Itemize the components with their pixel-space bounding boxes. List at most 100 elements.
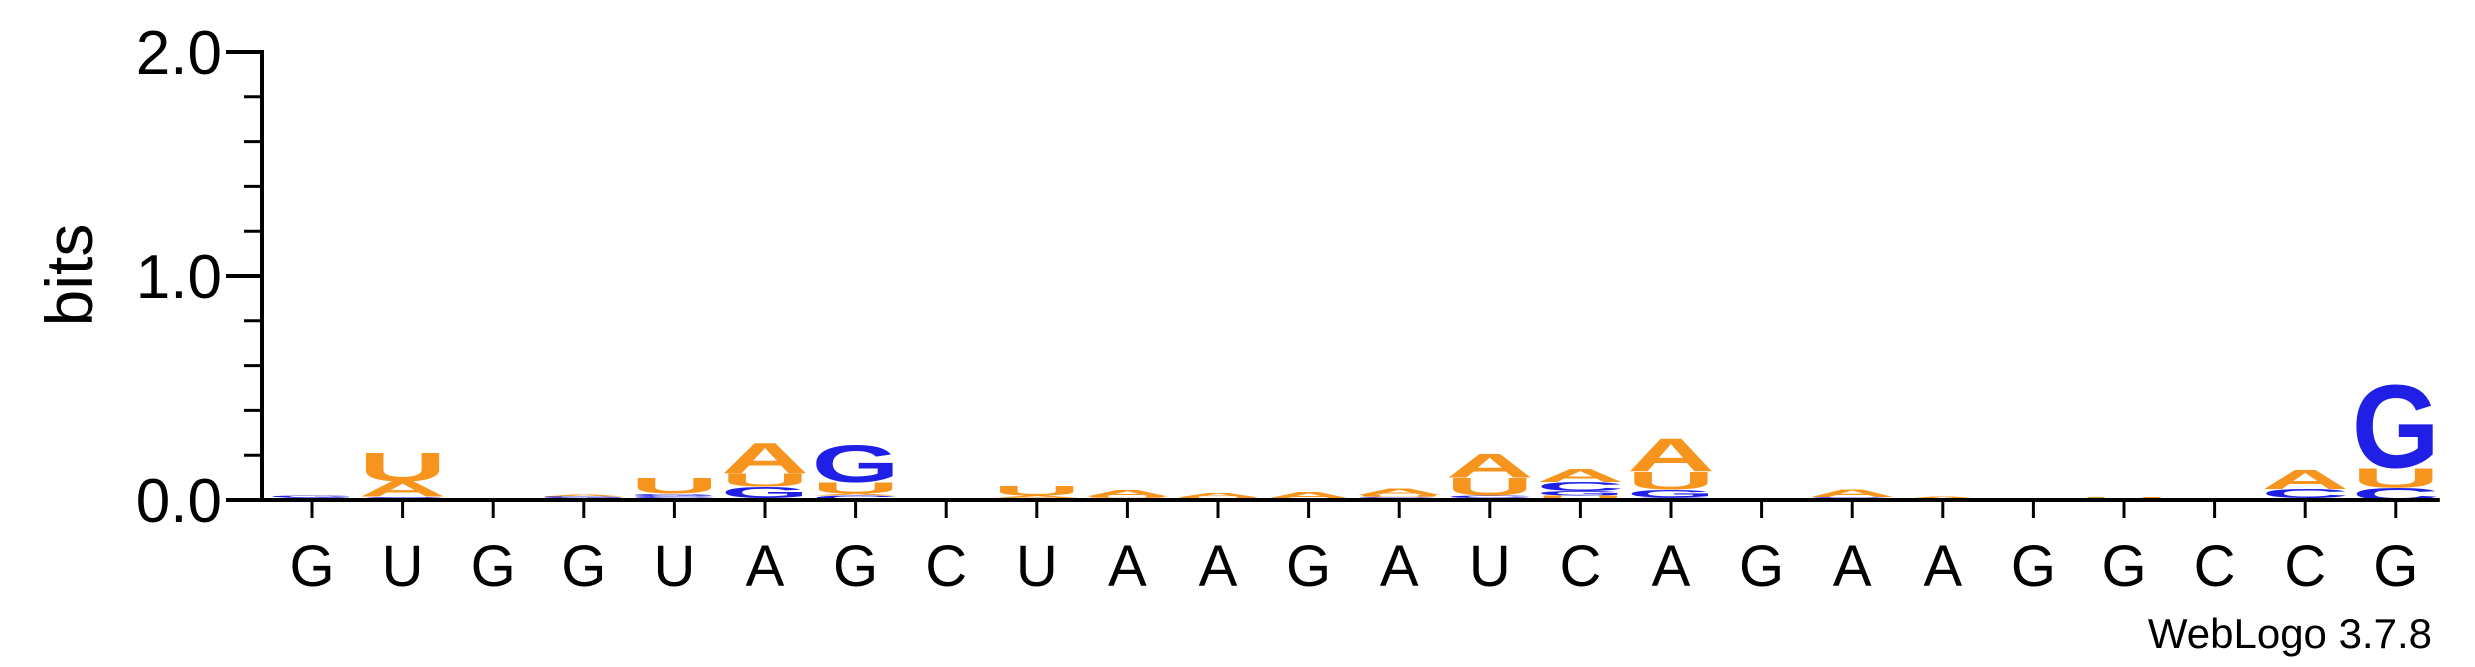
- logo-letter-A: A: [1355, 486, 1443, 496]
- logo-glyph: U: [1627, 467, 1715, 495]
- logo-glyph: U: [359, 445, 447, 490]
- logo-glyph: A: [2261, 463, 2349, 495]
- y-axis: 0.0 1.0 2.0: [136, 19, 264, 536]
- logo-letter-U: U: [1083, 496, 1171, 499]
- logo-glyph: A: [1627, 429, 1715, 482]
- position-label: G: [2011, 534, 2056, 599]
- position-label: G: [471, 534, 516, 599]
- logo-glyph: A: [812, 493, 900, 496]
- logo-letter-U: U: [1355, 494, 1443, 497]
- logo-letter-U: U: [359, 445, 447, 490]
- position-label: C: [925, 534, 967, 599]
- logo-glyph: A: [1083, 488, 1171, 498]
- logo-letter-A: A: [540, 494, 628, 497]
- logo-glyph: U: [993, 483, 1081, 499]
- logo-letter-G: G: [1627, 488, 1715, 500]
- logo-glyph: A: [1265, 490, 1353, 500]
- logo-letter-C: C: [812, 494, 900, 501]
- position-label: U: [653, 534, 695, 599]
- y-tick-label: 1.0: [136, 243, 222, 312]
- logo-glyph: A: [1536, 465, 1624, 486]
- logo-letter-U: U: [721, 470, 809, 491]
- logo-glyph: U: [812, 479, 900, 496]
- position-label: G: [2101, 534, 2146, 599]
- logo-glyph: G: [1536, 490, 1624, 497]
- logo-letter-A: A: [993, 495, 1081, 499]
- logo-letter-U: U: [812, 479, 900, 496]
- position-label: A: [1199, 534, 1238, 599]
- logo-letter-C: C: [1536, 480, 1624, 494]
- logo-letter-G: G: [1536, 490, 1624, 497]
- position-label: A: [1833, 534, 1872, 599]
- position-label: G: [561, 534, 606, 599]
- position-label: G: [1739, 534, 1784, 599]
- position-label: U: [382, 534, 424, 599]
- position-label: G: [1286, 534, 1331, 599]
- letter-stacks: CGCAUCGUGAACGUCGUACAUGCGAUGUAGUAUACGUAGC…: [268, 360, 2440, 504]
- logo-glyph: C: [812, 494, 900, 501]
- logo-glyph: G: [630, 493, 718, 496]
- logo-glyph: A: [993, 495, 1081, 499]
- logo-glyph: G: [812, 434, 900, 494]
- logo-glyph: A: [540, 494, 628, 497]
- logo-letter-A: A: [1174, 492, 1262, 499]
- logo-letter-A: A: [1627, 429, 1715, 482]
- logo-letter-G: G: [812, 434, 900, 494]
- position-label: G: [833, 534, 878, 599]
- logo-letter-U: U: [1627, 467, 1715, 495]
- logo-glyph: G: [540, 496, 628, 499]
- logo-letter-G: G: [2352, 360, 2440, 493]
- logo-letter-U: U: [993, 483, 1081, 499]
- logo-glyph: C: [630, 495, 718, 498]
- position-label: A: [1652, 534, 1691, 599]
- logo-glyph: A: [1808, 487, 1896, 499]
- position-label: C: [1559, 534, 1601, 599]
- logo-letter-U: U: [1446, 473, 1534, 501]
- position-label: C: [2284, 534, 2326, 599]
- logo-glyph: U: [1536, 494, 1624, 501]
- logo-glyph: U: [2352, 462, 2440, 494]
- logo-letter-G: G: [268, 495, 356, 498]
- logo-glyph: A: [721, 434, 809, 483]
- logo-letter-A: A: [1808, 487, 1896, 499]
- logo-letter-A: A: [1083, 488, 1171, 498]
- logo-letter-G: G: [721, 484, 809, 501]
- logo-letter-G: G: [630, 493, 718, 496]
- logo-glyph: A: [1174, 492, 1262, 499]
- y-tick-label: 0.0: [136, 467, 222, 536]
- y-tick-label: 2.0: [136, 19, 222, 88]
- logo-glyph: A: [359, 477, 447, 502]
- y-axis-label: bits: [32, 224, 106, 327]
- logo-letter-A: A: [1265, 490, 1353, 500]
- position-label: U: [1016, 534, 1058, 599]
- logo-glyph: U: [1355, 494, 1443, 497]
- logo-letter-G: G: [540, 496, 628, 499]
- logo-letter-A: A: [812, 493, 900, 496]
- logo-letter-C: C: [2261, 487, 2349, 501]
- logo-glyph: G: [721, 484, 809, 501]
- position-label: C: [2194, 534, 2236, 599]
- position-label: U: [1469, 534, 1511, 599]
- logo-glyph: U: [630, 474, 718, 499]
- logo-glyph: G: [1627, 488, 1715, 500]
- logo-glyph: G: [2352, 360, 2440, 493]
- logo-letter-A: A: [1536, 465, 1624, 486]
- logo-letter-A: A: [2261, 463, 2349, 495]
- position-label: G: [289, 534, 334, 599]
- logo-glyph: G: [268, 495, 356, 498]
- logo-glyph: C: [1536, 480, 1624, 494]
- logo-letter-A: A: [1446, 446, 1534, 484]
- position-label: A: [1380, 534, 1419, 599]
- logo-glyph: A: [1899, 496, 1987, 500]
- position-label: A: [746, 534, 785, 599]
- logo-glyph: U: [721, 470, 809, 491]
- position-label: A: [1923, 534, 1962, 599]
- logo-letter-U: U: [630, 474, 718, 499]
- weblogo-credit: WebLogo 3.7.8: [2148, 610, 2432, 657]
- logo-glyph: A: [1355, 486, 1443, 496]
- logo-glyph: C: [2261, 487, 2349, 501]
- logo-glyph: C: [1446, 495, 1534, 499]
- position-label: G: [2373, 534, 2418, 599]
- logo-letter-A: A: [359, 477, 447, 502]
